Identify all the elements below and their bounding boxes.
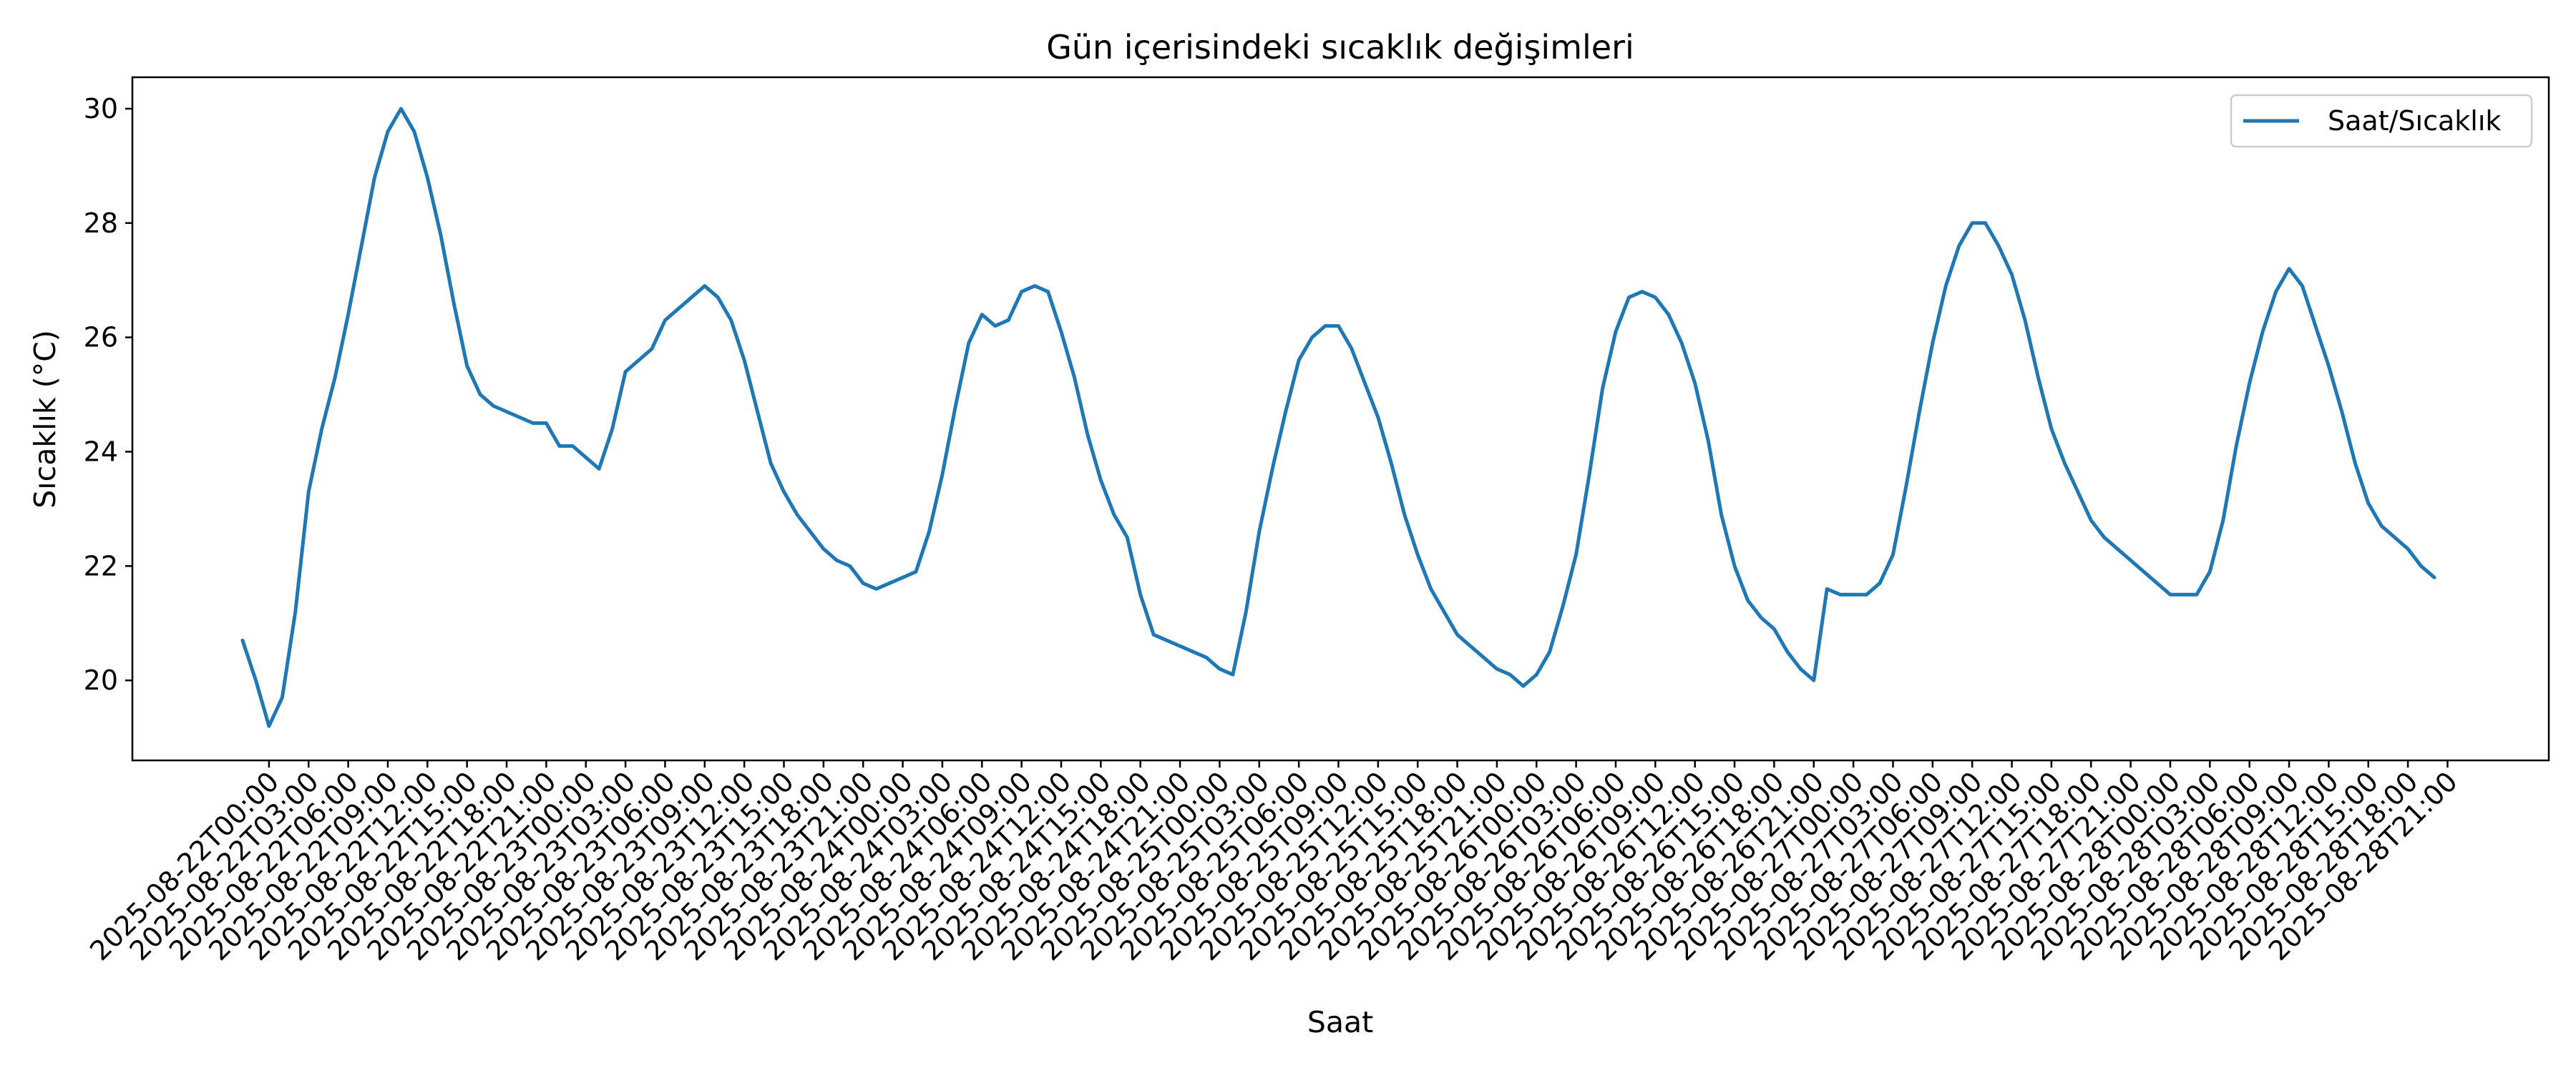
y-tick-label: 28 xyxy=(84,207,118,239)
y-tick-label: 30 xyxy=(84,93,118,124)
y-tick-label: 20 xyxy=(84,665,118,696)
y-tick-label: 24 xyxy=(84,436,118,467)
y-axis-ticks: 20 22 24 26 28 30 xyxy=(84,93,132,696)
y-tick-label: 22 xyxy=(84,550,118,582)
x-axis-label: Saat xyxy=(1307,1005,1373,1039)
y-tick-label: 26 xyxy=(84,322,118,353)
legend: Saat/Sıcaklık xyxy=(2230,94,2533,148)
plot-area: 20 22 24 26 28 30 2025-08-22T00:002025-08-22T… xyxy=(84,76,2550,966)
plot-frame xyxy=(131,76,2550,762)
chart-title: Gün içerisindeki sıcaklık değişimleri xyxy=(1046,28,1634,67)
y-axis-label: Sıcaklık (°C) xyxy=(28,330,62,509)
legend-frame xyxy=(2230,94,2533,148)
temperature-series-line xyxy=(240,107,2436,728)
x-axis-ticks: 2025-08-22T00:002025-08-22T03:002025-08-… xyxy=(84,760,2464,966)
legend-label-saat-sicaklik: Saat/Sıcaklık xyxy=(2328,105,2501,137)
